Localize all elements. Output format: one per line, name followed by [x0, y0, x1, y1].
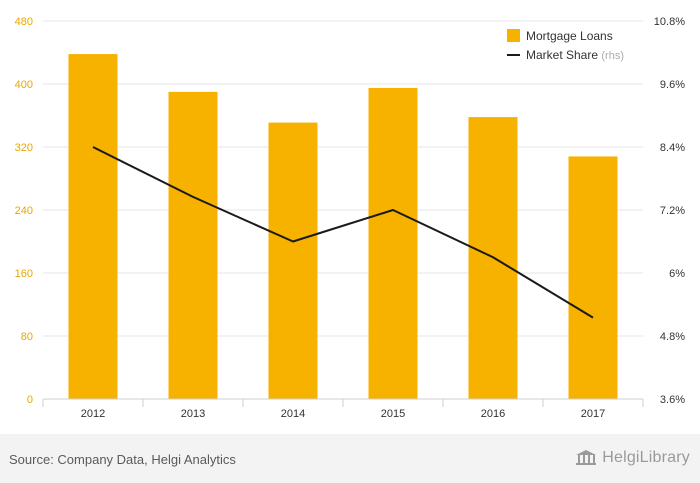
helgi-library-logo[interactable]: HelgiLibrary: [575, 449, 690, 467]
y-left-tick-label: 0: [27, 394, 33, 406]
x-tick-label: 2014: [281, 408, 305, 420]
y-right-tick-label: 8.4%: [660, 142, 685, 154]
y-right-tick-label: 6%: [669, 268, 685, 280]
y-right-tick-label: 4.8%: [660, 331, 685, 343]
x-tick-label: 2016: [481, 408, 505, 420]
y-left-tick-label: 240: [15, 205, 33, 217]
x-tick-label: 2015: [381, 408, 405, 420]
y-left-tick-label: 400: [15, 79, 33, 91]
bar-mortgage-loans: [68, 54, 118, 399]
y-left-tick-label: 320: [15, 142, 33, 154]
y-right-tick-label: 10.8%: [654, 16, 685, 28]
legend-rhs-note: (rhs): [601, 50, 624, 62]
bar-mortgage-loans: [568, 156, 618, 399]
footer: Source: Company Data, Helgi Analytics He…: [0, 434, 700, 483]
bar-mortgage-loans: [368, 87, 418, 399]
bar-mortgage-loans: [168, 91, 218, 399]
x-tick-label: 2012: [81, 408, 105, 420]
chart: 0 3.6% 80 4.8% 160 6% 240 7.2% 320 8.4% 400 9.6% 480…: [15, 16, 686, 420]
y-right-tick-label: 7.2%: [660, 205, 685, 217]
logo-text: HelgiLibrary: [602, 449, 690, 466]
line-market-share: [92, 146, 594, 319]
y-right-tick-label: 9.6%: [660, 79, 685, 91]
legend-label-mortgage-loans: Mortgage Loans: [526, 29, 613, 43]
x-tick-label: 2017: [581, 408, 605, 420]
legend-label-market-share: Market Share (rhs): [526, 48, 624, 62]
y-left-tick-label: 480: [15, 16, 33, 28]
bar-mortgage-loans: [268, 122, 318, 400]
source-note: Source: Company Data, Helgi Analytics: [9, 452, 236, 467]
y-left-tick-label: 160: [15, 268, 33, 280]
legend-swatch-mortgage-loans: [507, 29, 520, 42]
y-left-tick-label: 80: [21, 331, 33, 343]
library-building-icon: [576, 450, 597, 465]
y-right-tick-label: 3.6%: [660, 394, 685, 406]
x-tick-label: 2013: [181, 408, 205, 420]
